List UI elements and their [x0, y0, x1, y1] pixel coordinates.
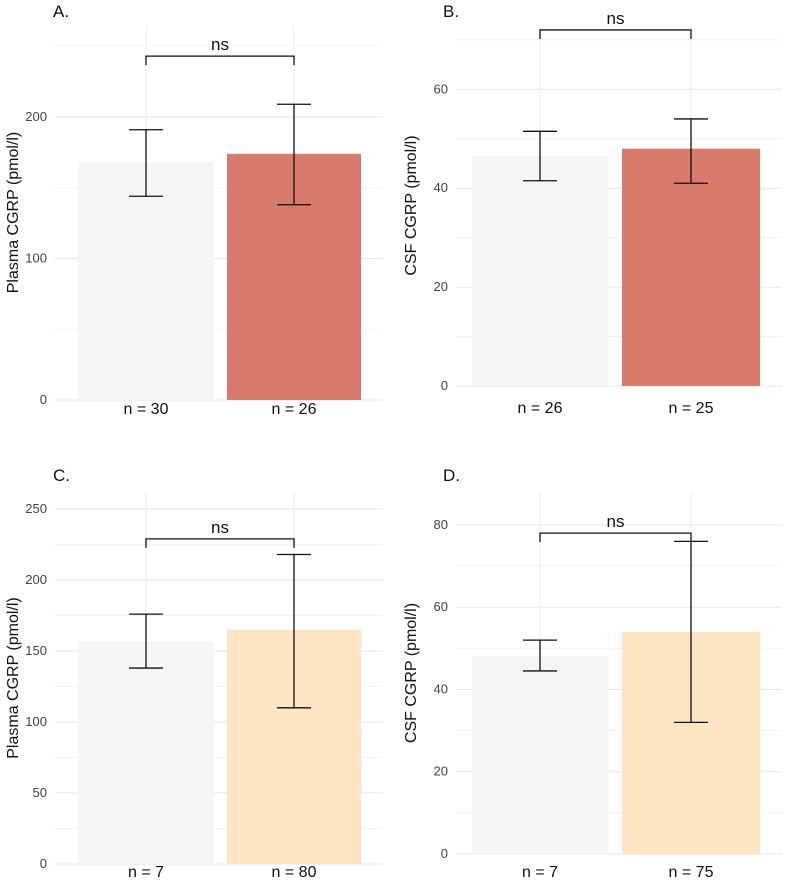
y-tick-label: 50 [33, 785, 47, 800]
significance-label: ns [607, 512, 625, 531]
y-tick-label: 100 [25, 714, 47, 729]
significance-label: ns [211, 35, 229, 54]
category-label: n = 7 [128, 864, 164, 881]
y-tick-label: 20 [434, 279, 448, 294]
significance-bracket [539, 532, 692, 543]
category-label: n = 30 [124, 401, 169, 418]
y-axis-label: CSF CGRP (pmol/l) [403, 603, 420, 743]
panel-title: C. [53, 466, 70, 485]
y-axis-label: Plasma CGRP (pmol/l) [5, 597, 22, 759]
y-tick-label: 200 [25, 572, 47, 587]
significance-label: ns [607, 9, 625, 28]
panel-title: B. [443, 2, 459, 21]
y-axis-label: Plasma CGRP (pmol/l) [5, 132, 22, 294]
category-label: n = 26 [272, 401, 317, 418]
category-label: n = 7 [522, 864, 558, 881]
bar [78, 162, 214, 400]
bar [472, 156, 608, 386]
y-tick-label: 60 [434, 599, 448, 614]
y-axis-label: CSF CGRP (pmol/l) [403, 135, 420, 275]
bar [78, 641, 214, 864]
y-tick-label: 100 [25, 250, 47, 265]
bar [622, 148, 760, 386]
panel-title: A. [53, 2, 69, 21]
category-label: n = 80 [272, 864, 317, 881]
category-label: n = 26 [518, 400, 563, 417]
y-tick-label: 40 [434, 681, 448, 696]
y-tick-label: 150 [25, 643, 47, 658]
bar [472, 656, 608, 854]
significance-bracket [539, 29, 692, 39]
y-tick-label: 200 [25, 109, 47, 124]
y-tick-label: 0 [40, 392, 47, 407]
y-tick-label: 40 [434, 180, 448, 195]
significance-bracket [145, 538, 295, 548]
panel-title: D. [443, 466, 460, 485]
y-tick-label: 60 [434, 81, 448, 96]
y-tick-label: 80 [434, 517, 448, 532]
y-tick-label: 250 [25, 501, 47, 516]
y-tick-label: 0 [441, 846, 448, 861]
category-label: n = 25 [669, 400, 714, 417]
y-tick-label: 0 [40, 856, 47, 871]
y-tick-label: 20 [434, 764, 448, 779]
significance-label: ns [211, 518, 229, 537]
category-label: n = 75 [669, 864, 714, 881]
y-tick-label: 0 [441, 378, 448, 393]
significance-bracket [145, 55, 295, 66]
